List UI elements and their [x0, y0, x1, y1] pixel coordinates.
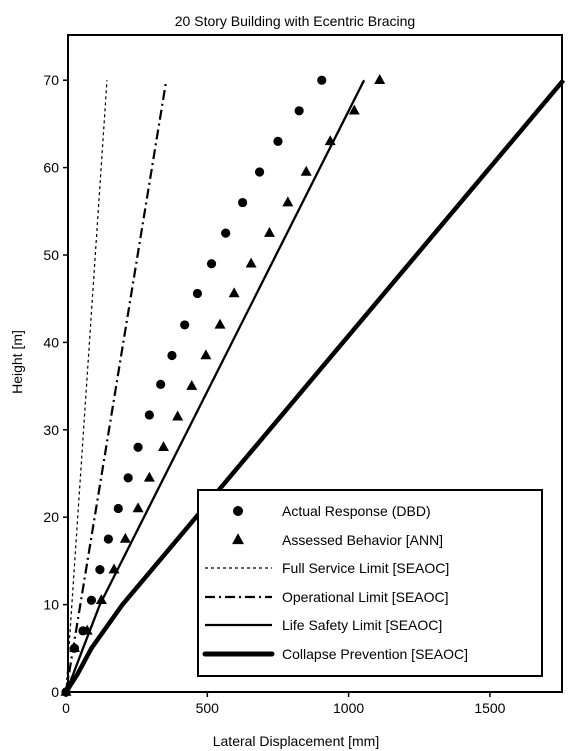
data-point-triangle — [172, 410, 184, 421]
data-point-triangle — [282, 196, 294, 207]
data-point-circle — [113, 503, 123, 514]
series-lines — [64, 78, 566, 694]
series-line — [64, 78, 566, 694]
y-tick-label: 50 — [43, 247, 59, 263]
y-tick-label: 20 — [43, 509, 59, 525]
x-axis-title: Lateral Displacement [mm] — [213, 733, 380, 749]
data-point-circle — [95, 565, 105, 575]
x-tick-label: 0 — [62, 700, 70, 716]
data-point-triangle — [60, 685, 72, 696]
series-line — [64, 79, 366, 693]
data-point-circle — [238, 197, 248, 208]
y-tick-label: 70 — [43, 72, 59, 88]
y-tick-label: 30 — [43, 422, 59, 438]
data-point-triangle — [300, 165, 312, 176]
data-point-triangle — [157, 441, 169, 452]
data-point-triangle — [119, 532, 131, 543]
chart-title: 20 Story Building with Ecentric Bracing — [175, 13, 415, 29]
x-tick-label: 500 — [196, 700, 220, 716]
y-tick-label: 40 — [43, 334, 59, 350]
data-point-triangle — [374, 74, 386, 84]
data-point-circle — [206, 259, 217, 269]
y-tick-label: 10 — [43, 597, 59, 613]
legend-box — [197, 489, 543, 677]
data-point-triangle — [214, 318, 226, 329]
data-point-circle — [221, 228, 231, 238]
data-point-circle — [144, 410, 154, 420]
axis-ticks: 0 500 1000 1500 0 10 20 30 40 50 60 70 — [43, 72, 505, 716]
data-point-triangle — [68, 642, 80, 653]
data-point-circle — [294, 106, 304, 116]
series-line — [64, 80, 168, 693]
data-point-circle — [167, 350, 177, 361]
legend-label: Full Service Limit [SEAOC] — [282, 560, 449, 576]
data-point-triangle — [200, 349, 212, 360]
data-point-triangle — [348, 104, 360, 115]
legend-label: Collapse Prevention [SEAOC] — [282, 646, 468, 662]
data-point-circle — [86, 595, 97, 605]
data-point-circle — [192, 288, 203, 299]
data-point-circle — [317, 75, 327, 85]
data-point-triangle — [263, 227, 275, 237]
data-point-triangle — [228, 287, 240, 298]
data-point-circle — [156, 379, 166, 389]
data-point-circle — [133, 442, 143, 452]
data-point-circle — [123, 473, 133, 483]
data-point-triangle — [81, 624, 93, 635]
series-line — [65, 80, 108, 693]
data-point-triangle — [186, 379, 198, 390]
data-point-circle — [180, 320, 190, 330]
plot-frame — [67, 34, 563, 693]
data-point-triangle — [108, 563, 120, 574]
data-point-triangle — [95, 594, 107, 604]
data-point-triangle — [245, 257, 257, 268]
legend-symbol-circle — [233, 506, 243, 516]
legend: Actual Response (DBD) Assessed Behavior [… — [197, 489, 543, 677]
y-tick-label: 60 — [43, 160, 59, 176]
data-point-circle — [273, 136, 283, 146]
series-markers — [60, 74, 386, 697]
data-point-triangle — [324, 135, 336, 146]
x-tick-label: 1500 — [474, 700, 505, 716]
legend-label: Operational Limit [SEAOC] — [282, 589, 449, 605]
y-axis-title: Height [m] — [9, 330, 25, 394]
legend-label: Assessed Behavior [ANN] — [282, 532, 443, 548]
data-point-circle — [103, 534, 113, 544]
legend-label: Actual Response (DBD) — [282, 503, 431, 519]
data-point-triangle — [143, 471, 155, 482]
data-point-triangle — [132, 502, 144, 513]
y-tick-label: 0 — [51, 684, 59, 700]
legend-symbol-triangle — [232, 533, 244, 545]
legend-label: Life Safety Limit [SEAOC] — [282, 617, 442, 633]
data-point-circle — [254, 167, 265, 177]
x-tick-label: 1000 — [333, 700, 364, 716]
